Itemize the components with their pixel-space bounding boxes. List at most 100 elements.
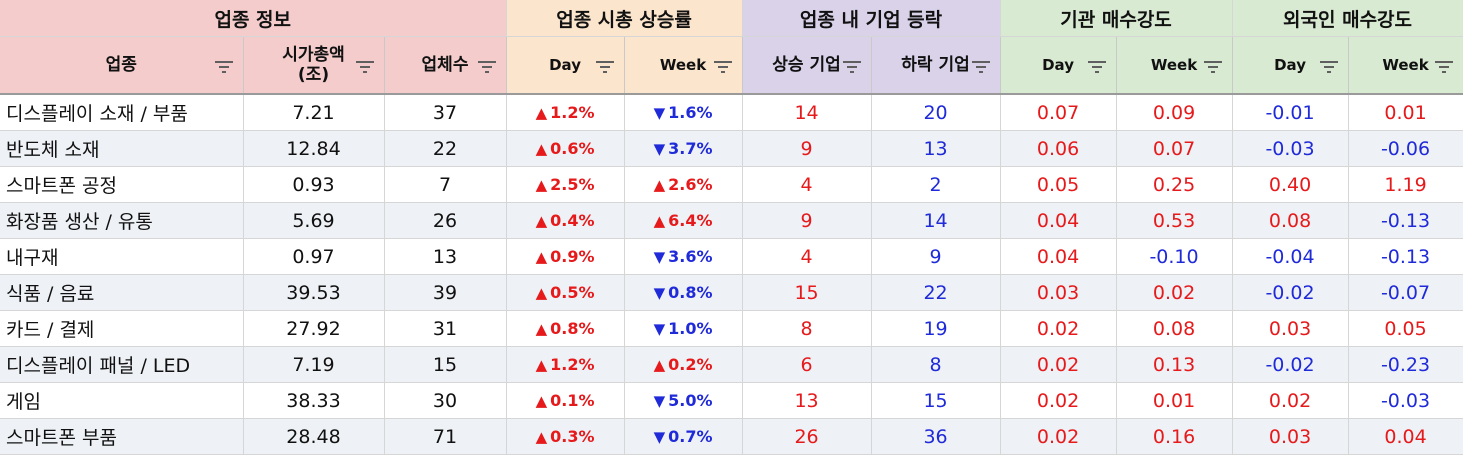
cell-sector: 디스플레이 패널 / LED xyxy=(0,346,244,383)
cell-mcap-day: ▲ 0.3% xyxy=(506,418,625,455)
cell-up-firms: 9 xyxy=(742,130,872,167)
cell-inst-day: 0.02 xyxy=(1000,418,1117,455)
cell-mcap-week: ▼ 3.7% xyxy=(624,130,743,167)
cell-inst-day: 0.06 xyxy=(1000,130,1117,167)
cell-inst-day: 0.02 xyxy=(1000,310,1117,347)
cell-down-firms: 19 xyxy=(871,310,1001,347)
cell-foreign-week: -0.03 xyxy=(1348,382,1463,419)
cell-mcap-day: ▲ 1.2% xyxy=(506,346,625,383)
group-header-foreign: 외국인 매수강도 xyxy=(1232,0,1463,37)
filter-icon[interactable] xyxy=(594,57,616,75)
cell-foreign-week: -0.07 xyxy=(1348,274,1463,311)
cell-foreign-week: 0.04 xyxy=(1348,418,1463,455)
down-arrow-icon: ▼ xyxy=(653,140,666,158)
up-arrow-icon: ▲ xyxy=(535,140,548,158)
filter-icon[interactable] xyxy=(213,57,235,75)
cell-firms: 37 xyxy=(384,94,507,131)
group-header-inst: 기관 매수강도 xyxy=(1000,0,1233,37)
up-arrow-icon: ▲ xyxy=(535,284,548,302)
filter-icon[interactable] xyxy=(1202,57,1224,75)
down-arrow-icon: ▼ xyxy=(653,104,666,122)
cell-sector: 화장품 생산 / 유통 xyxy=(0,202,244,239)
col-header-inst-day: Day xyxy=(1000,36,1117,95)
cell-mcap-week: ▼ 1.6% xyxy=(624,94,743,131)
up-arrow-icon: ▲ xyxy=(535,428,548,446)
cell-foreign-day: -0.03 xyxy=(1232,130,1349,167)
col-header-mcap: 시가총액 (조) xyxy=(243,36,385,95)
cell-foreign-day: 0.02 xyxy=(1232,382,1349,419)
table-row: 스마트폰 공정 0.93 7 ▲ 2.5% ▲ 2.6% 4 2 0.05 0.25 0.40 1.19 xyxy=(0,166,1463,203)
filter-icon[interactable] xyxy=(354,57,376,75)
cell-inst-day: 0.04 xyxy=(1000,238,1117,275)
cell-mcap: 12.84 xyxy=(243,130,385,167)
col-header-firms: 업체수 xyxy=(384,36,507,95)
up-arrow-icon: ▲ xyxy=(535,320,548,338)
cell-up-firms: 4 xyxy=(742,238,872,275)
group-header-info: 업종 정보 xyxy=(0,0,507,37)
cell-mcap-day: ▲ 2.5% xyxy=(506,166,625,203)
cell-firms: 15 xyxy=(384,346,507,383)
cell-sector: 게임 xyxy=(0,382,244,419)
cell-down-firms: 9 xyxy=(871,238,1001,275)
col-header-foreign-week: Week xyxy=(1348,36,1463,95)
up-arrow-icon: ▲ xyxy=(535,176,548,194)
filter-icon[interactable] xyxy=(476,57,498,75)
cell-mcap-week: ▼ 0.7% xyxy=(624,418,743,455)
cell-up-firms: 15 xyxy=(742,274,872,311)
table-row: 게임 38.33 30 ▲ 0.1% ▼ 5.0% 13 15 0.02 0.01 0.02 -0.03 xyxy=(0,382,1463,419)
cell-up-firms: 26 xyxy=(742,418,872,455)
filter-icon[interactable] xyxy=(1318,57,1340,75)
cell-down-firms: 20 xyxy=(871,94,1001,131)
cell-foreign-week: 1.19 xyxy=(1348,166,1463,203)
table-row: 디스플레이 소재 / 부품 7.21 37 ▲ 1.2% ▼ 1.6% 14 20 0.07 0.0… xyxy=(0,94,1463,131)
filter-icon[interactable] xyxy=(841,57,863,75)
cell-mcap: 0.93 xyxy=(243,166,385,203)
cell-mcap-week: ▼ 1.0% xyxy=(624,310,743,347)
cell-inst-week: 0.13 xyxy=(1116,346,1233,383)
cell-foreign-day: -0.02 xyxy=(1232,274,1349,311)
cell-sector: 내구재 xyxy=(0,238,244,275)
cell-mcap-week: ▼ 3.6% xyxy=(624,238,743,275)
cell-up-firms: 9 xyxy=(742,202,872,239)
cell-inst-week: -0.10 xyxy=(1116,238,1233,275)
cell-foreign-week: -0.13 xyxy=(1348,238,1463,275)
cell-mcap-week: ▲ 6.4% xyxy=(624,202,743,239)
filter-icon[interactable] xyxy=(970,57,992,75)
cell-mcap: 0.97 xyxy=(243,238,385,275)
filter-icon[interactable] xyxy=(1433,57,1455,75)
cell-foreign-day: 0.03 xyxy=(1232,418,1349,455)
col-header-sector: 업종 xyxy=(0,36,244,95)
cell-inst-week: 0.53 xyxy=(1116,202,1233,239)
cell-up-firms: 13 xyxy=(742,382,872,419)
cell-mcap: 28.48 xyxy=(243,418,385,455)
cell-mcap-week: ▲ 2.6% xyxy=(624,166,743,203)
up-arrow-icon: ▲ xyxy=(653,176,666,194)
down-arrow-icon: ▼ xyxy=(653,392,666,410)
cell-foreign-day: 0.40 xyxy=(1232,166,1349,203)
cell-sector: 스마트폰 부품 xyxy=(0,418,244,455)
cell-mcap-week: ▲ 0.2% xyxy=(624,346,743,383)
cell-mcap: 39.53 xyxy=(243,274,385,311)
cell-mcap-day: ▲ 1.2% xyxy=(506,94,625,131)
cell-down-firms: 36 xyxy=(871,418,1001,455)
cell-mcap-day: ▲ 0.1% xyxy=(506,382,625,419)
cell-mcap: 5.69 xyxy=(243,202,385,239)
down-arrow-icon: ▼ xyxy=(653,428,666,446)
cell-mcap-day: ▲ 0.4% xyxy=(506,202,625,239)
cell-inst-week: 0.09 xyxy=(1116,94,1233,131)
cell-down-firms: 15 xyxy=(871,382,1001,419)
down-arrow-icon: ▼ xyxy=(653,284,666,302)
cell-foreign-week: 0.01 xyxy=(1348,94,1463,131)
filter-icon[interactable] xyxy=(1086,57,1108,75)
table-row: 화장품 생산 / 유통 5.69 26 ▲ 0.4% ▲ 6.4% 9 14 0.04 0.53 0.… xyxy=(0,202,1463,239)
cell-inst-day: 0.02 xyxy=(1000,346,1117,383)
cell-inst-day: 0.07 xyxy=(1000,94,1117,131)
cell-mcap-day: ▲ 0.5% xyxy=(506,274,625,311)
cell-inst-week: 0.08 xyxy=(1116,310,1233,347)
cell-mcap-day: ▲ 0.8% xyxy=(506,310,625,347)
filter-icon[interactable] xyxy=(712,57,734,75)
cell-foreign-week: -0.06 xyxy=(1348,130,1463,167)
cell-inst-day: 0.05 xyxy=(1000,166,1117,203)
cell-foreign-day: 0.08 xyxy=(1232,202,1349,239)
